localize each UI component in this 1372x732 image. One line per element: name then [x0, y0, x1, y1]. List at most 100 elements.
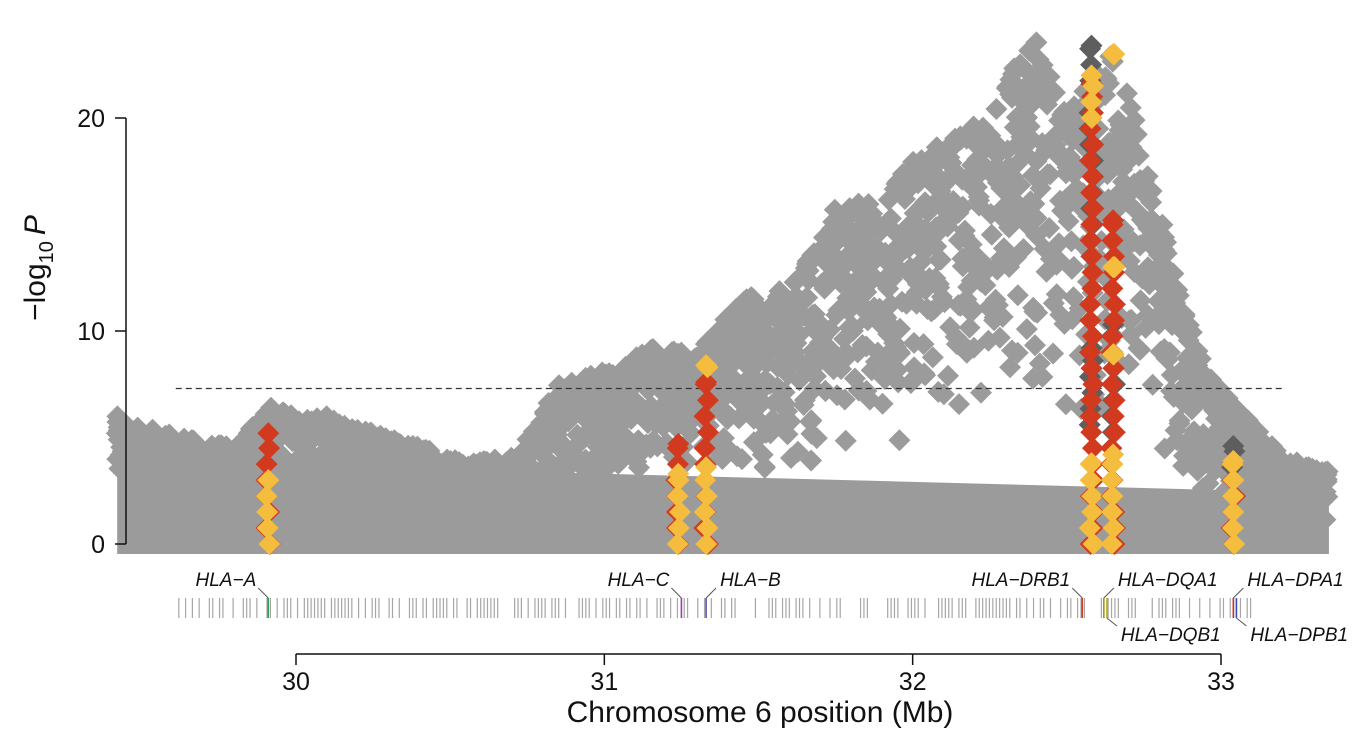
highlight-variant-point — [697, 421, 719, 444]
y-axis-title-base: 10 — [36, 241, 58, 263]
background-variant-point — [799, 410, 822, 433]
background-variant-point — [1024, 334, 1046, 357]
axes: 0 10 20 30 31 32 33 — [77, 105, 1235, 696]
highlight-variant-point — [1082, 197, 1105, 220]
background-variant-point — [866, 236, 888, 259]
background-variant-point — [339, 499, 362, 522]
highlight-variant-point — [255, 485, 278, 508]
background-variant-point — [1140, 191, 1163, 214]
background-variant-point — [232, 494, 255, 517]
background-variant-point — [1315, 468, 1338, 491]
gene-label: HLA−DQA1 — [1118, 570, 1218, 591]
highlight-variant-point — [1101, 373, 1124, 396]
x-tick-label: 32 — [899, 668, 927, 696]
highlight-variant-point — [1101, 229, 1124, 252]
highlight-variant-point — [1102, 256, 1125, 279]
background-variant-point — [1189, 347, 1212, 370]
background-variant-point — [514, 496, 537, 519]
y-axis-title-p: P — [19, 215, 52, 235]
background-variant-point — [887, 371, 910, 394]
highlight-variant-point — [1080, 107, 1103, 129]
highlight-variant-point — [694, 469, 717, 492]
highlight-variant-point — [1080, 245, 1103, 268]
gene-label-leader — [1236, 617, 1247, 627]
background-variant-point — [628, 456, 650, 479]
background-variant-point — [921, 346, 944, 369]
background-variant-point — [1038, 217, 1061, 239]
highlight-variant-point — [1080, 452, 1103, 475]
highlight-variant-point — [1079, 309, 1102, 332]
highlight-variant-point — [1222, 449, 1245, 472]
highlight-variant-point — [258, 533, 281, 555]
highlight-variant-point — [1081, 501, 1104, 523]
background-variant-point — [1162, 262, 1185, 285]
background-variant-point — [1316, 485, 1339, 508]
gene-label: HLA−DRB1 — [972, 570, 1071, 591]
background-variant-point — [1120, 308, 1143, 331]
highlight-variant-point — [1082, 437, 1104, 460]
background-variant-point — [834, 429, 857, 452]
background-variant-point — [749, 393, 772, 416]
highlight-variant-point — [1082, 133, 1105, 156]
gene-label: HLA−A — [196, 570, 257, 591]
highlight-variant-point — [695, 485, 718, 508]
highlight-variant-point — [1079, 149, 1101, 172]
background-variant-point — [679, 422, 702, 444]
background-variant-point — [1314, 508, 1337, 531]
highlight-variant-point — [1103, 421, 1126, 444]
background-variant-point — [599, 482, 622, 505]
x-tick-label: 33 — [1207, 668, 1235, 696]
background-variant-point — [914, 364, 937, 387]
background-variant-point — [1062, 255, 1085, 278]
highlight-variant-point — [257, 469, 280, 492]
highlight-variant-point — [696, 517, 719, 539]
highlight-variant-point — [695, 371, 718, 394]
background-variant-point — [1123, 109, 1146, 132]
highlight-variant-point — [667, 462, 690, 485]
gene-label-leader — [671, 587, 682, 599]
highlight-variant-point — [1080, 421, 1103, 444]
background-variant-point — [1006, 341, 1029, 364]
highlight-variant-point — [1079, 341, 1101, 364]
highlight-variant-point — [1100, 533, 1123, 555]
background-variant-point — [753, 455, 776, 478]
gene-label-leader — [1232, 587, 1244, 599]
background-variant-point — [1168, 409, 1191, 432]
highlight-variant-point — [1079, 117, 1102, 140]
background-variant-point — [937, 364, 959, 387]
background-variant-point — [970, 381, 992, 404]
highlight-variant-point — [1101, 277, 1124, 300]
background-variant-point — [888, 340, 911, 363]
background-variant-point — [967, 189, 990, 212]
gene-label-leader — [1071, 587, 1083, 599]
highlight-variant-point — [256, 517, 279, 539]
highlight-variant-point — [1082, 373, 1105, 396]
highlight-variant-point — [1082, 533, 1105, 555]
background-variant-point — [129, 476, 152, 499]
background-variant-point — [1039, 163, 1061, 186]
highlight-variant-point — [1079, 469, 1102, 492]
gene-track: HLA−A HLA−C HLA−B HLA−DRB1 HLA−DQA1 HLA−DQB1 H… — [178, 570, 1348, 646]
background-variant-point — [1098, 72, 1120, 95]
highlight-variant-point — [1081, 165, 1104, 188]
background-variant-point — [1167, 284, 1190, 307]
gene-label-leader — [1103, 587, 1115, 599]
background-variant-point — [1127, 144, 1150, 167]
highlight-variant-point — [1103, 309, 1126, 332]
highlight-variant-point — [1222, 485, 1245, 508]
highlight-variant-point — [1078, 517, 1101, 539]
highlight-variant-point — [1081, 261, 1104, 284]
background-variant-point — [1155, 242, 1178, 265]
highlight-variant-point — [255, 453, 278, 476]
highlight-variant-point — [1080, 181, 1103, 204]
y-axis-title-log: −log — [19, 263, 52, 321]
background-variant-point — [834, 340, 857, 363]
background-variant-point — [841, 319, 864, 342]
y-axis-title: −log10 P — [19, 215, 58, 321]
gene-label: HLA−B — [720, 570, 781, 591]
background-variant-point — [1141, 373, 1164, 396]
highlight-variant-point — [695, 456, 718, 479]
background-variant-point — [1044, 81, 1066, 104]
highlight-variant-point — [1102, 517, 1125, 539]
